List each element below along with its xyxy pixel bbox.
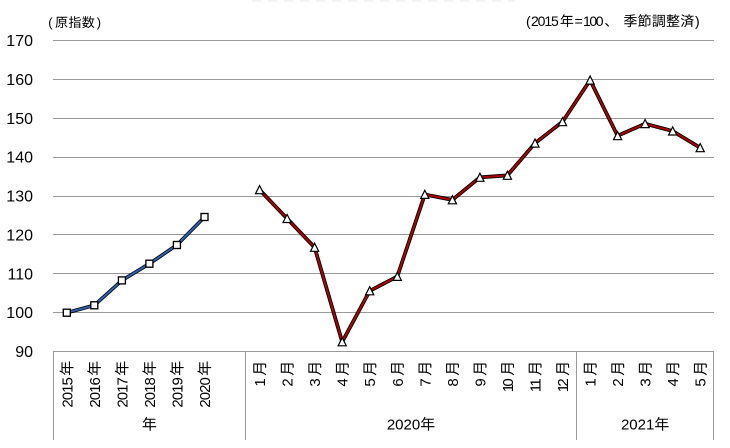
- svg-text:2016: 2016: [87, 377, 104, 408]
- svg-text:): ): [695, 13, 700, 29]
- svg-text:8: 8: [445, 378, 462, 386]
- svg-text:2017: 2017: [114, 377, 131, 408]
- svg-text:2018: 2018: [142, 377, 159, 408]
- svg-text:5: 5: [693, 378, 710, 386]
- svg-text:2020: 2020: [197, 377, 214, 408]
- svg-text:5: 5: [362, 378, 379, 386]
- svg-text:90: 90: [15, 344, 33, 361]
- svg-text:1: 1: [583, 378, 600, 386]
- svg-text:2: 2: [280, 378, 297, 386]
- svg-text:(: (: [526, 13, 531, 29]
- svg-text:12: 12: [555, 378, 572, 392]
- svg-text:3: 3: [307, 378, 324, 386]
- svg-text:100: 100: [583, 13, 604, 29]
- svg-text:): ): [97, 15, 101, 30]
- svg-text:(: (: [48, 15, 53, 30]
- svg-text:7: 7: [417, 378, 434, 386]
- svg-text:2019: 2019: [169, 377, 186, 408]
- svg-text:3: 3: [638, 378, 655, 386]
- svg-text:10: 10: [500, 378, 517, 392]
- svg-text:100: 100: [6, 305, 33, 322]
- svg-text:=: =: [575, 13, 583, 29]
- svg-text:120: 120: [6, 227, 33, 244]
- svg-text:2: 2: [610, 378, 627, 386]
- svg-text:6: 6: [390, 378, 407, 386]
- svg-text:2015: 2015: [59, 377, 76, 408]
- svg-text:160: 160: [6, 72, 33, 89]
- svg-text:1: 1: [252, 378, 269, 386]
- svg-text:4: 4: [665, 378, 682, 386]
- svg-text:140: 140: [6, 150, 33, 167]
- svg-text:110: 110: [7, 266, 33, 283]
- svg-text:170: 170: [6, 33, 33, 50]
- svg-text:2021: 2021: [621, 417, 654, 434]
- svg-text:150: 150: [6, 111, 33, 128]
- svg-text:11: 11: [527, 378, 544, 392]
- svg-text:2020: 2020: [387, 417, 420, 434]
- svg-text:4: 4: [335, 378, 352, 386]
- svg-text:2015: 2015: [531, 13, 559, 29]
- svg-text:130: 130: [6, 189, 33, 206]
- svg-text:9: 9: [472, 378, 489, 386]
